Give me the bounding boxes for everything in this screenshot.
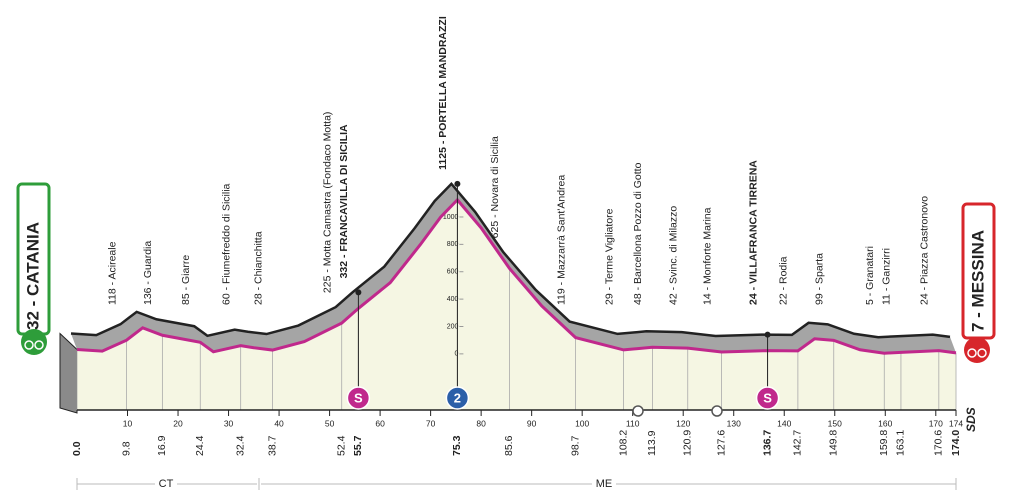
place-km: 127.6 [715,430,727,456]
place-km: 16.9 [156,435,168,456]
region-label-bg [592,476,616,492]
place-km: 170.6 [933,430,945,456]
start-label: 32 - CATANIA [23,222,42,330]
place-label: 118 - Acireale [106,241,118,305]
region-label: CT [159,478,174,490]
finish-icon [964,337,990,363]
place-label: 625 - Novara di Sicilia [489,136,501,238]
profile-line [76,197,957,355]
x-tick-label: 30 [224,418,234,428]
place-label: 14 - Monforte Marina [701,207,713,305]
marker [755,386,780,410]
profile-band [71,183,956,354]
place-label: 28 - Chianchitta [252,231,264,305]
place-km: 55.7 [352,435,364,456]
x-tick-label: 10 [123,418,133,428]
logo: SDS [964,407,978,432]
x-tick-label: 40 [274,418,284,428]
x-tick-label: 100 [575,418,589,428]
place-label: 99 - Sparta [814,253,826,305]
y-tick-label: 400 [447,296,459,303]
place-label: 11 - Ganzirri [881,248,893,305]
x-tick-label: 110 [626,418,640,428]
place-label: 60 - Fiumefreddo di Sicilia [220,183,232,305]
x-tick-label: 130 [727,418,741,428]
marker-symbol: 2 [454,390,461,405]
x-tick-label: 60 [375,418,385,428]
profile-area [77,199,956,410]
place-km: 38.7 [266,435,278,456]
place-label: 24 - VILLAFRANCA TIRRENA [747,160,759,305]
x-tick-label: 170 [929,418,943,428]
profile-side [59,332,78,414]
finish-label: 7 - MESSINA [968,230,987,332]
bike-wheel [967,348,977,358]
place-km: 174.0 [950,430,962,456]
marker-dot [454,180,461,187]
timing-icon [711,405,723,417]
place-km: 136.7 [761,430,773,456]
marker-dot [764,331,771,338]
place-km: 75.3 [451,435,463,456]
place-km: 9.8 [120,441,132,456]
x-tick-label: 70 [426,418,436,428]
x-tick-label: 160 [878,418,892,428]
place-label: 119 - Mazzarrà Sant'Andrea [555,175,567,305]
marker [346,386,371,410]
place-km: 108.2 [617,430,629,456]
place-km: 159.8 [878,430,890,456]
place-km: 32.4 [234,435,246,456]
y-tick-label: 200 [447,323,459,330]
region-label-bg [155,476,177,492]
place-label: 136 - Guardia [142,241,154,305]
x-tick-label: 120 [676,418,690,428]
timing-icon [632,405,644,417]
place-label: 29 - Terme Vigliatore [603,208,615,305]
place-km: 98.7 [569,435,581,456]
bike-wheel [34,340,44,350]
place-label: 1125 - PORTELLA MANDRAZZI [437,16,449,170]
x-tick-label: 90 [527,418,537,428]
y-tick-label: 1000 [443,214,459,221]
region-label: ME [596,478,613,490]
marker [445,386,470,410]
profile-ridge [70,182,951,339]
start-icon [21,329,47,355]
x-tick-label: 80 [476,418,486,428]
marker-symbol: S [354,390,363,405]
place-label: 5 - Granatari [864,246,876,305]
x-tick-label: 150 [828,418,842,428]
x-tick-label: 140 [777,418,791,428]
place-km: 149.8 [828,430,840,456]
bike-wheel [977,348,987,358]
place-km: 120.9 [682,430,694,456]
place-label: 332 - FRANCAVILLA DI SICILIA [338,124,350,278]
y-tick-label: 800 [447,241,459,248]
marker-dot [355,289,362,296]
place-label: 24 - Piazza Castronovo [919,196,931,305]
place-label: 85 - Giarre [180,255,192,305]
place-km: 0.0 [71,441,83,456]
place-km: 163.1 [895,430,907,456]
place-km: 85.6 [503,435,515,456]
place-km: 52.4 [335,435,347,456]
marker-symbol: S [763,390,772,405]
place-km: 24.4 [194,435,206,456]
place-km: 113.9 [646,430,658,456]
y-tick-label: 600 [447,269,459,276]
x-tick-label: 174 [949,418,963,428]
place-label: 48 - Barcellona Pozzo di Gotto [632,162,644,305]
bike-wheel [24,340,34,350]
place-label: 225 - Motta Camastra (Fondaco Motta) [321,112,333,294]
x-tick-label: 50 [325,418,335,428]
place-label: 42 - Svinc. di Milazzo [668,206,680,305]
plot: 0 200 400 600 800 1000 118 - Acireale 9.8 136 - … [59,16,963,456]
place-km: 142.7 [792,430,804,456]
place-label: 22 - Rodia [778,256,790,305]
x-tick-label: 20 [173,418,183,428]
y-tick-label: 0 [454,351,458,358]
